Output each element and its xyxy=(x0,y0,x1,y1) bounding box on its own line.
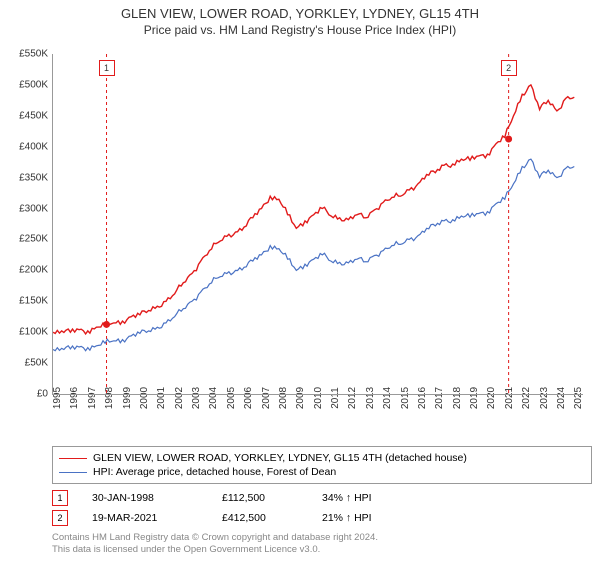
legend-label-property: GLEN VIEW, LOWER ROAD, YORKLEY, LYDNEY, … xyxy=(93,452,467,464)
series-line-hpi xyxy=(53,159,574,351)
legend-row-property: GLEN VIEW, LOWER ROAD, YORKLEY, LYDNEY, … xyxy=(59,451,585,465)
y-tick-label: £450K xyxy=(19,110,48,121)
y-tick-label: £300K xyxy=(19,203,48,214)
footer-line-1: Contains HM Land Registry data © Crown c… xyxy=(52,532,378,544)
sale-price-2: £412,500 xyxy=(222,512,322,524)
sale-row-2: 2 19-MAR-2021 £412,500 21% ↑ HPI xyxy=(52,508,402,528)
y-tick-label: £0 xyxy=(37,389,48,400)
legend-label-hpi: HPI: Average price, detached house, Fore… xyxy=(93,466,336,478)
sale-marker-flag: 2 xyxy=(501,60,517,76)
y-tick-label: £500K xyxy=(19,79,48,90)
y-tick-label: £400K xyxy=(19,141,48,152)
y-tick-label: £150K xyxy=(19,296,48,307)
legend-swatch-property xyxy=(59,458,87,459)
legend-row-hpi: HPI: Average price, detached house, Fore… xyxy=(59,465,585,479)
sale-marker-dot xyxy=(103,321,110,328)
y-tick-label: £350K xyxy=(19,172,48,183)
chart-title: GLEN VIEW, LOWER ROAD, YORKLEY, LYDNEY, … xyxy=(0,6,600,21)
sale-date-2: 19-MAR-2021 xyxy=(92,512,222,524)
chart-container: GLEN VIEW, LOWER ROAD, YORKLEY, LYDNEY, … xyxy=(0,6,600,566)
sale-price-1: £112,500 xyxy=(222,492,322,504)
sale-marker-box-2: 2 xyxy=(52,510,68,526)
sales-table: 1 30-JAN-1998 £112,500 34% ↑ HPI 2 19-MA… xyxy=(52,488,402,528)
sale-row-1: 1 30-JAN-1998 £112,500 34% ↑ HPI xyxy=(52,488,402,508)
sale-date-1: 30-JAN-1998 xyxy=(92,492,222,504)
legend-swatch-hpi xyxy=(59,472,87,473)
chart-svg xyxy=(53,54,583,394)
y-tick-label: £200K xyxy=(19,265,48,276)
series-line-property xyxy=(53,85,574,334)
legend: GLEN VIEW, LOWER ROAD, YORKLEY, LYDNEY, … xyxy=(52,446,592,484)
sale-marker-flag: 1 xyxy=(99,60,115,76)
y-tick-label: £550K xyxy=(19,49,48,60)
y-tick-label: £100K xyxy=(19,327,48,338)
sale-pct-2: 21% ↑ HPI xyxy=(322,512,402,524)
footer-line-2: This data is licensed under the Open Gov… xyxy=(52,544,378,556)
attribution-footer: Contains HM Land Registry data © Crown c… xyxy=(52,532,378,557)
y-tick-label: £250K xyxy=(19,234,48,245)
y-tick-label: £50K xyxy=(25,358,48,369)
sale-pct-1: 34% ↑ HPI xyxy=(322,492,402,504)
plot-area: 12 xyxy=(52,54,583,395)
sale-marker-box-1: 1 xyxy=(52,490,68,506)
chart-subtitle: Price paid vs. HM Land Registry's House … xyxy=(0,23,600,37)
sale-marker-dot xyxy=(505,136,512,143)
